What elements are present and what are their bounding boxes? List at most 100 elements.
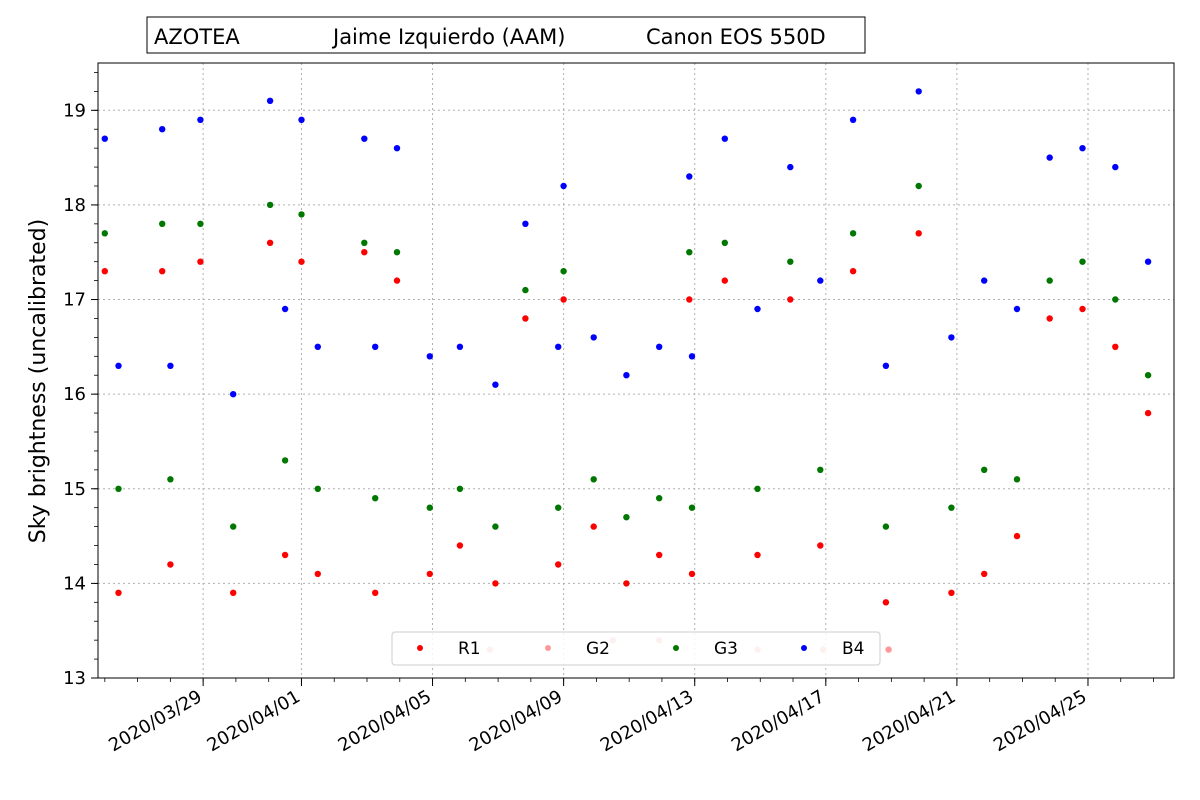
data-point bbox=[948, 334, 955, 341]
data-point bbox=[787, 258, 794, 265]
legend-label-b4: B4 bbox=[842, 639, 864, 659]
data-point bbox=[361, 249, 368, 256]
data-point bbox=[266, 97, 274, 105]
data-point bbox=[849, 268, 857, 275]
data-point bbox=[623, 514, 630, 521]
data-point bbox=[787, 296, 794, 303]
x-tick-label: 2020/04/05 bbox=[335, 686, 435, 756]
data-point bbox=[101, 230, 109, 237]
data-point bbox=[492, 580, 499, 587]
data-point bbox=[281, 305, 289, 313]
data-point bbox=[159, 268, 166, 275]
y-tick-label: 13 bbox=[63, 668, 86, 689]
data-point bbox=[1144, 409, 1152, 417]
data-point bbox=[101, 268, 109, 275]
chart-title: AZOTEA Jaime Izquierdo (AAM) Canon EOS 5… bbox=[146, 16, 866, 54]
legend-marker-r1 bbox=[417, 645, 423, 651]
data-point bbox=[197, 258, 204, 265]
data-point bbox=[754, 551, 761, 559]
data-point bbox=[560, 296, 567, 303]
data-point bbox=[560, 268, 567, 275]
data-point bbox=[230, 589, 237, 596]
data-point bbox=[590, 476, 597, 483]
data-point bbox=[197, 220, 204, 227]
data-point bbox=[314, 343, 321, 350]
data-point bbox=[754, 305, 761, 313]
data-point bbox=[230, 391, 237, 398]
data-point bbox=[915, 88, 922, 95]
data-point bbox=[721, 239, 728, 246]
x-tick-label: 2020/04/01 bbox=[204, 686, 304, 756]
legend-box bbox=[391, 631, 881, 666]
data-point bbox=[492, 381, 499, 388]
data-point bbox=[849, 230, 857, 237]
grid bbox=[98, 63, 1174, 678]
data-point bbox=[522, 220, 529, 227]
data-point bbox=[456, 343, 464, 350]
data-point bbox=[882, 362, 890, 369]
data-point bbox=[426, 570, 433, 578]
title-observer: Jaime Izquierdo (AAM) bbox=[331, 25, 566, 49]
legend-marker-g2 bbox=[545, 645, 551, 651]
data-point bbox=[623, 372, 630, 379]
data-point bbox=[981, 570, 988, 578]
legend: R1 G2 G3 B4 bbox=[391, 631, 881, 666]
x-tick-label: 2020/03/29 bbox=[105, 686, 205, 756]
data-points bbox=[101, 88, 1152, 653]
data-point bbox=[555, 561, 562, 568]
data-point bbox=[882, 523, 890, 530]
data-point bbox=[915, 182, 922, 190]
data-point bbox=[522, 315, 529, 322]
data-point bbox=[817, 542, 824, 549]
data-point bbox=[426, 353, 433, 360]
data-point bbox=[314, 570, 321, 578]
data-point bbox=[787, 163, 794, 171]
data-point bbox=[590, 523, 597, 530]
data-point bbox=[686, 296, 693, 303]
data-point bbox=[688, 504, 696, 511]
legend-marker-b4 bbox=[801, 645, 807, 651]
data-point bbox=[656, 495, 663, 502]
data-point bbox=[721, 277, 728, 284]
data-point bbox=[915, 230, 922, 237]
series-b4 bbox=[101, 88, 1152, 398]
data-point bbox=[981, 277, 988, 284]
data-point bbox=[817, 277, 824, 284]
data-point bbox=[1046, 154, 1053, 161]
data-point bbox=[1013, 476, 1021, 483]
title-camera: Canon EOS 550D bbox=[646, 25, 826, 49]
data-point bbox=[115, 589, 122, 596]
y-tick-label: 17 bbox=[63, 290, 86, 311]
data-point bbox=[298, 116, 305, 124]
data-point bbox=[167, 362, 174, 369]
data-point bbox=[372, 589, 379, 596]
legend-marker-g3 bbox=[673, 645, 679, 651]
data-point bbox=[167, 561, 174, 568]
data-point bbox=[1079, 305, 1086, 313]
title-box bbox=[146, 16, 866, 54]
data-point bbox=[281, 551, 289, 559]
data-point bbox=[456, 485, 464, 492]
legend-label-r1: R1 bbox=[458, 639, 481, 659]
data-point bbox=[115, 485, 122, 492]
data-point bbox=[1144, 372, 1152, 379]
data-point bbox=[314, 485, 321, 492]
data-point bbox=[686, 173, 693, 180]
data-point bbox=[115, 362, 122, 369]
data-point bbox=[101, 135, 109, 142]
data-point bbox=[522, 286, 529, 294]
data-point bbox=[361, 135, 368, 142]
data-point bbox=[393, 277, 401, 284]
x-tick-label: 2020/04/13 bbox=[597, 686, 697, 756]
data-point bbox=[393, 249, 401, 256]
data-point bbox=[266, 201, 274, 209]
data-point bbox=[1013, 305, 1021, 313]
data-point bbox=[849, 116, 857, 124]
x-tick-label: 2020/04/25 bbox=[990, 686, 1090, 756]
data-point bbox=[721, 135, 728, 142]
x-tick-label: 2020/04/17 bbox=[728, 686, 828, 756]
legend-label-g3: G3 bbox=[714, 639, 738, 659]
data-point bbox=[656, 343, 663, 350]
y-axis-label: Sky brightness (uncalibrated) bbox=[26, 219, 51, 543]
data-point bbox=[426, 504, 433, 511]
